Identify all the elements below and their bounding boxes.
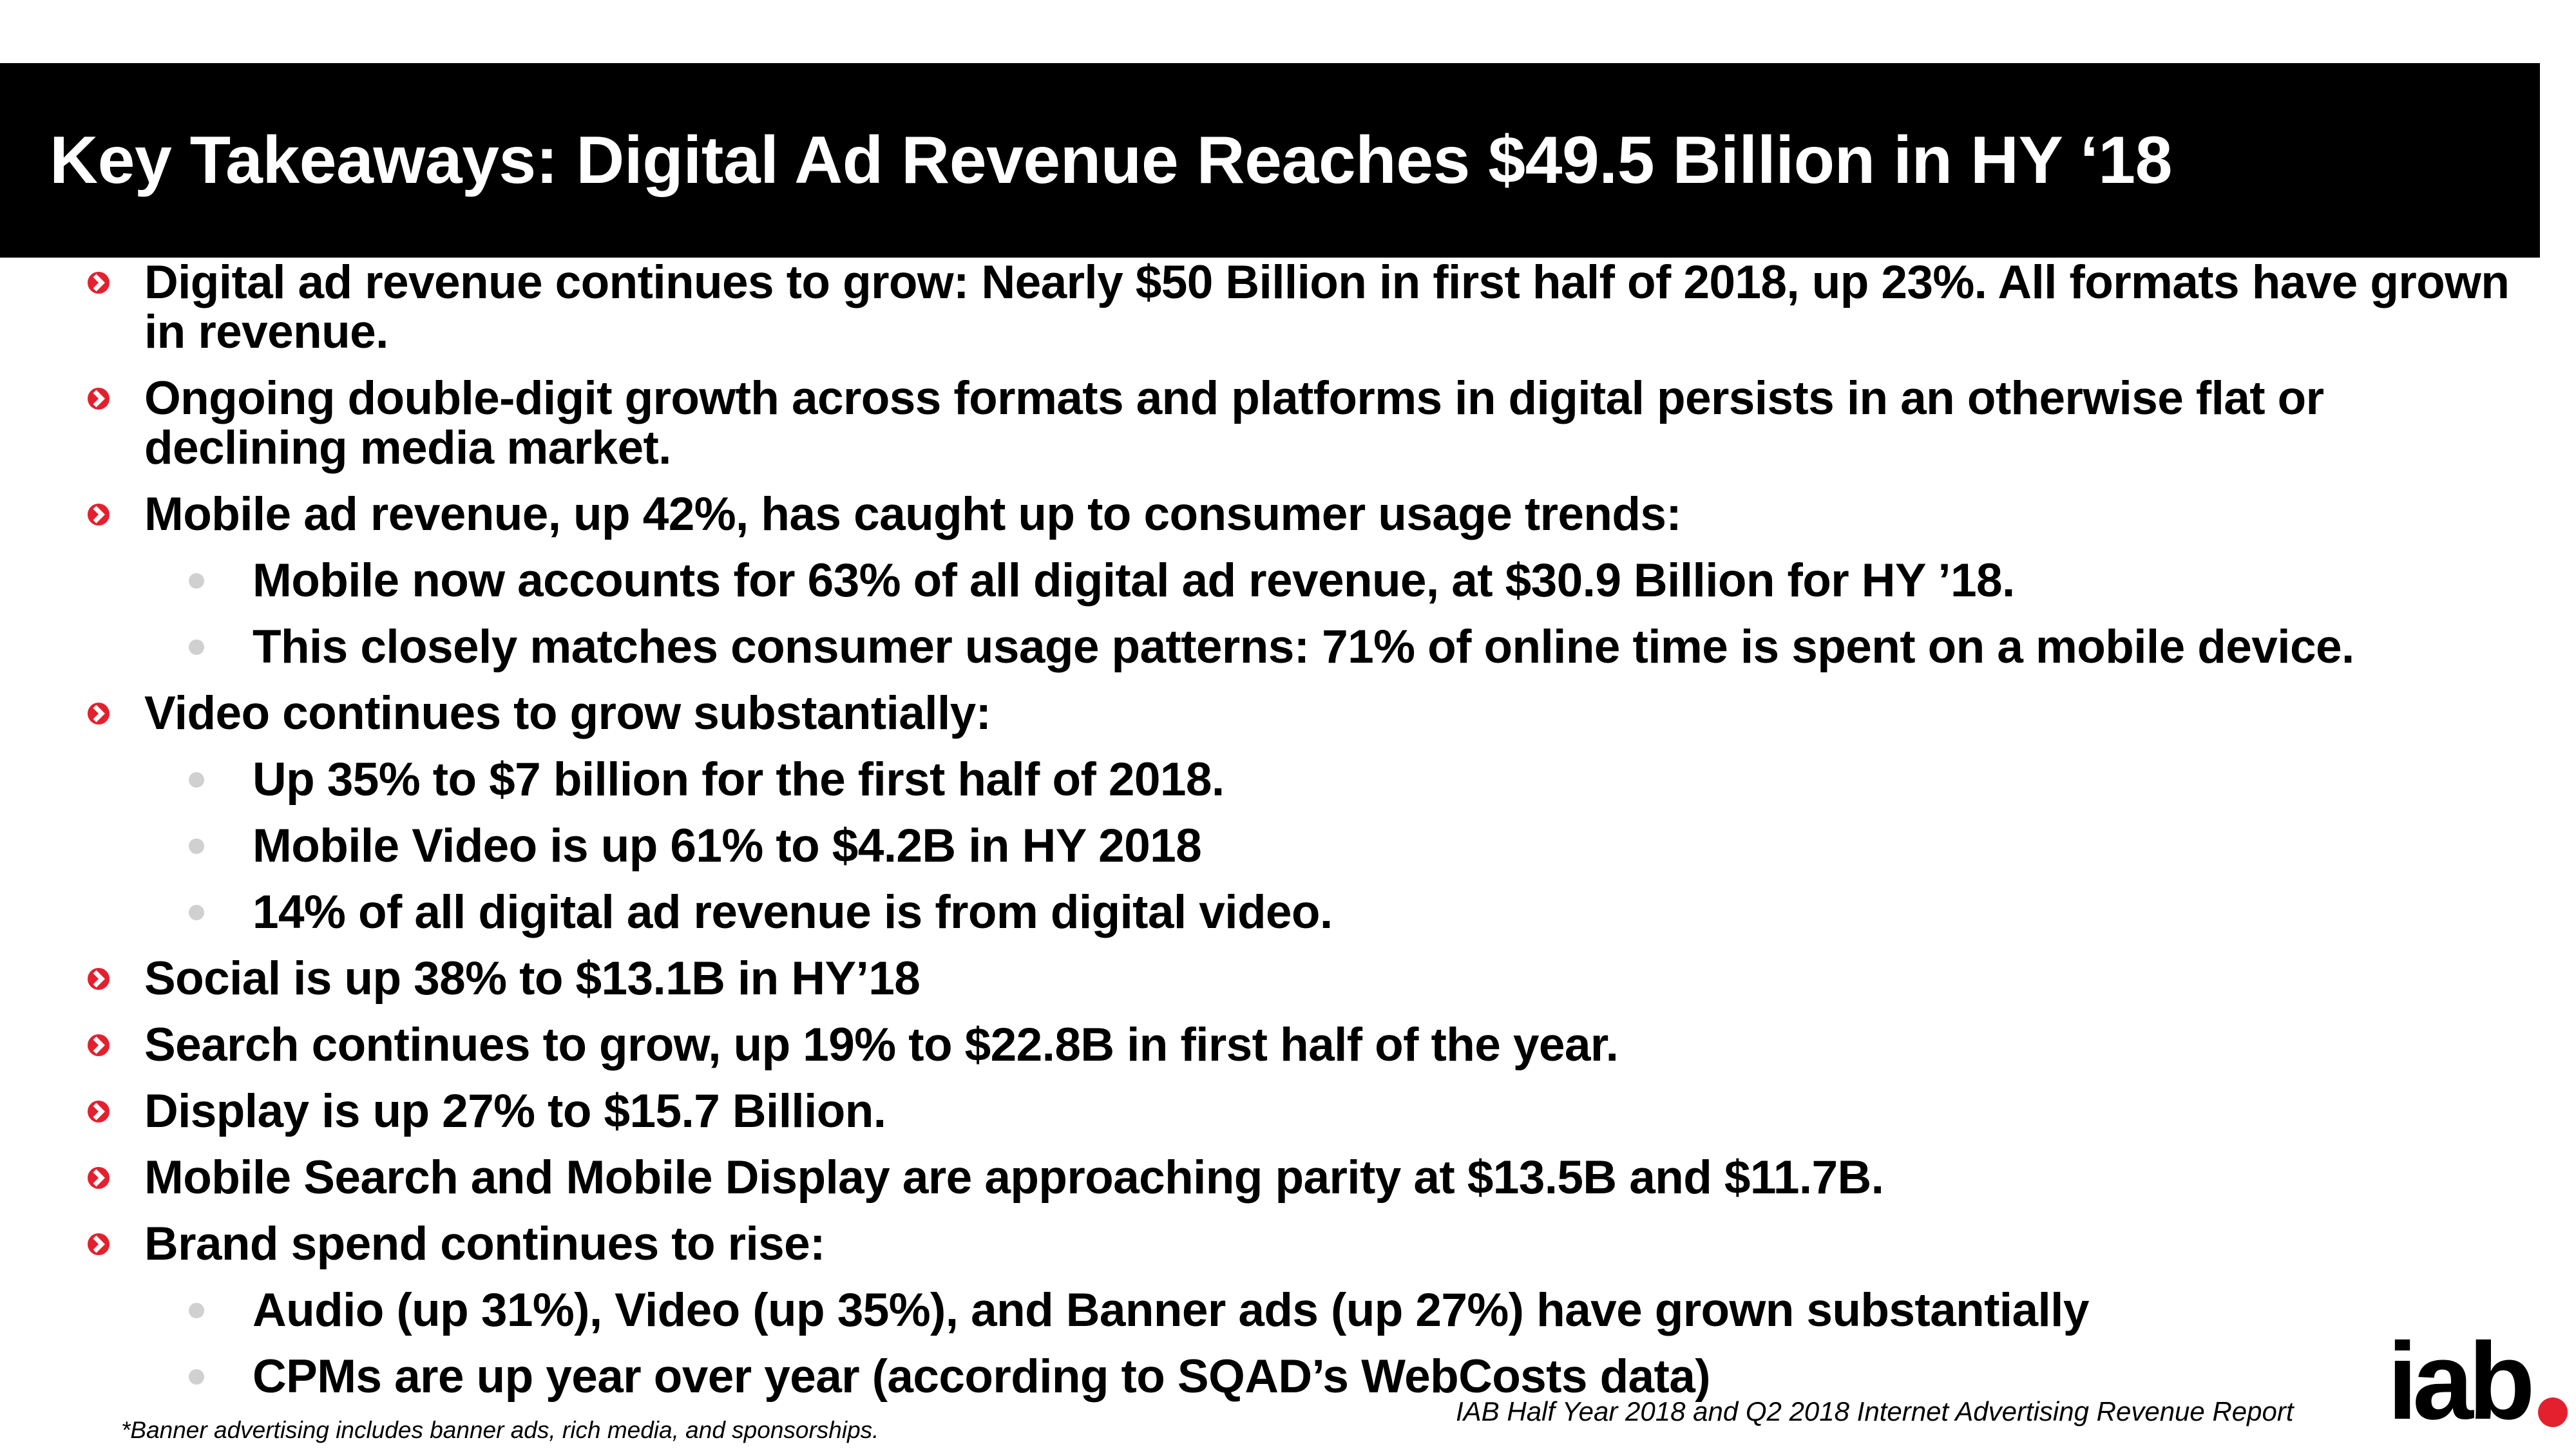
marker-chevron: [93, 1235, 105, 1253]
bullet-text: Brand spend continues to rise:: [144, 1218, 825, 1270]
bullet-marker: [189, 639, 204, 655]
title: Key Takeaways: Digital Ad Revenue Reache…: [50, 123, 2172, 198]
bullet-marker: [88, 1233, 110, 1255]
bullet-item: This closely matches consumer usage patt…: [0, 622, 2533, 672]
marker-dot: [189, 838, 204, 854]
marker-chevron: [93, 506, 105, 524]
bullet-marker: [88, 1101, 110, 1122]
bullet-text: Up 35% to $7 billion for the first half …: [253, 753, 1225, 806]
logo: iab: [2387, 1320, 2535, 1443]
marker-circle: [88, 1034, 110, 1056]
bullet-marker: [189, 1303, 204, 1318]
bullet-marker: [189, 838, 204, 854]
bullet-item: Audio (up 31%), Video (up 35%), and Bann…: [0, 1285, 2533, 1335]
marker-chevron: [93, 274, 105, 292]
bullet-item: Search continues to grow, up 19% to $22.…: [0, 1020, 2528, 1070]
bullet-item: Mobile now accounts for 63% of all digit…: [0, 556, 2533, 605]
bullet-marker: [88, 1167, 110, 1189]
bullet-text: Search continues to grow, up 19% to $22.…: [144, 1019, 1619, 1071]
marker-circle: [88, 388, 110, 410]
bullet-text: Mobile now accounts for 63% of all digit…: [253, 554, 2015, 607]
bullet-item: Mobile Search and Mobile Display are app…: [0, 1153, 2528, 1202]
header-bar: Key Takeaways: Digital Ad Revenue Reache…: [0, 63, 2540, 258]
bullet-item: Display is up 27% to $15.7 Billion.: [0, 1086, 2528, 1136]
marker-chevron: [93, 1169, 105, 1187]
marker-circle: [88, 504, 110, 526]
bullet-text: Ongoing double-digit growth across forma…: [144, 372, 2324, 474]
bullet-text: Audio (up 31%), Video (up 35%), and Bann…: [253, 1284, 2089, 1336]
bullet-item: Brand spend continues to rise:: [0, 1219, 2528, 1269]
bullet-marker: [88, 272, 110, 294]
bullet-text: 14% of all digital ad revenue is from di…: [253, 886, 1333, 938]
marker-chevron: [93, 1103, 105, 1121]
bullet-text: Mobile ad revenue, up 42%, has caught up…: [144, 488, 1682, 540]
bullet-marker: [189, 905, 204, 920]
bullet-item: 14% of all digital ad revenue is from di…: [0, 887, 2533, 937]
marker-dot: [189, 573, 204, 589]
bullet-marker: [189, 1369, 204, 1385]
bullet-item: Digital ad revenue continues to grow: Ne…: [0, 258, 2528, 357]
logo-dot: [2538, 1397, 2568, 1427]
marker-circle: [88, 1101, 110, 1122]
bullet-text: Mobile Search and Mobile Display are app…: [144, 1151, 1884, 1204]
bullet-marker: [88, 703, 110, 724]
marker-dot: [189, 1303, 204, 1318]
bullet-list: Digital ad revenue continues to grow: Ne…: [0, 258, 2576, 1418]
bullet-marker: [189, 573, 204, 589]
bullet-item: Mobile Video is up 61% to $4.2B in HY 20…: [0, 821, 2533, 871]
bullet-text: This closely matches consumer usage patt…: [253, 621, 2354, 673]
bullet-item: Video continues to grow substantially:: [0, 688, 2528, 738]
marker-circle: [88, 1233, 110, 1255]
marker-chevron: [93, 970, 105, 988]
marker-circle: [88, 1167, 110, 1189]
marker-dot: [189, 772, 204, 788]
bullet-text: CPMs are up year over year (according to…: [253, 1350, 1711, 1403]
bullet-item: Social is up 38% to $13.1B in HY’18: [0, 954, 2528, 1003]
bullet-text: Social is up 38% to $13.1B in HY’18: [144, 952, 921, 1005]
marker-dot: [189, 1369, 204, 1385]
bullet-item: CPMs are up year over year (according to…: [0, 1352, 2533, 1401]
marker-dot: [189, 905, 204, 920]
marker-circle: [88, 968, 110, 990]
marker-circle: [88, 703, 110, 724]
marker-circle: [88, 272, 110, 294]
bullet-marker: [88, 968, 110, 990]
bullet-text: Mobile Video is up 61% to $4.2B in HY 20…: [253, 820, 1202, 872]
bullet-marker: [88, 388, 110, 410]
bullet-marker: [88, 1034, 110, 1056]
marker-chevron: [93, 705, 105, 723]
bullet-marker: [189, 772, 204, 788]
bullet-item: Mobile ad revenue, up 42%, has caught up…: [0, 489, 2528, 539]
bullet-item: Up 35% to $7 billion for the first half …: [0, 755, 2533, 804]
source: IAB Half Year 2018 and Q2 2018 Internet …: [1456, 1396, 2294, 1426]
bullet-text: Video continues to grow substantially:: [144, 687, 991, 739]
footnote: *Banner advertising includes banner ads,…: [121, 1417, 879, 1443]
marker-chevron: [93, 1036, 105, 1054]
bullet-marker: [88, 504, 110, 526]
bullet-text: Display is up 27% to $15.7 Billion.: [144, 1085, 886, 1137]
marker-chevron: [93, 390, 105, 408]
bullet-item: Ongoing double-digit growth across forma…: [0, 374, 2528, 473]
marker-dot: [189, 639, 204, 655]
bullet-text: Digital ad revenue continues to grow: Ne…: [144, 256, 2510, 358]
